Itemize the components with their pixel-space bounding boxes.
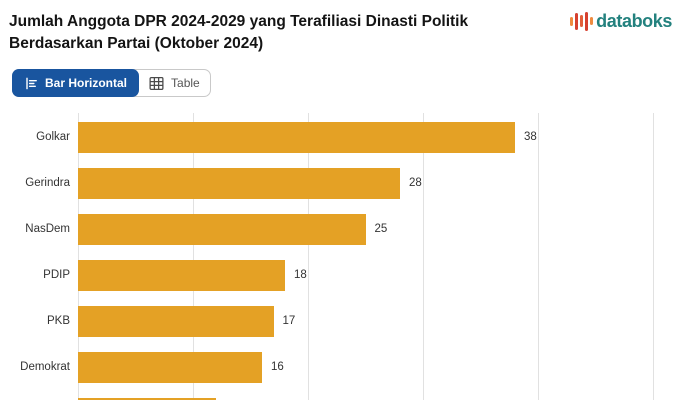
bar-partial-clipped[interactable] bbox=[78, 398, 216, 400]
category-label-gerindra: Gerindra bbox=[25, 177, 70, 189]
gridline-x-10 bbox=[193, 113, 194, 400]
databoks-logo[interactable]: databoks bbox=[570, 10, 672, 32]
value-label-pkb: 17 bbox=[282, 315, 296, 327]
gridline-x-40 bbox=[538, 113, 539, 400]
bar-pkb[interactable] bbox=[78, 306, 274, 337]
logo-bar bbox=[585, 11, 589, 31]
value-label-demokrat: 16 bbox=[271, 361, 284, 373]
view-table-label: Table bbox=[171, 76, 200, 90]
bar-nasdem[interactable] bbox=[78, 214, 366, 245]
bar-golkar[interactable] bbox=[78, 122, 515, 153]
bar-pdip[interactable] bbox=[78, 260, 285, 291]
bar-gerindra[interactable] bbox=[78, 168, 400, 199]
category-label-golkar: Golkar bbox=[36, 131, 70, 143]
databoks-logo-text: databoks bbox=[596, 10, 672, 31]
chart-title: Jumlah Anggota DPR 2024-2029 yang Terafi… bbox=[9, 13, 469, 52]
value-label-nasdem: 25 bbox=[374, 223, 388, 235]
value-label-gerindra: 28 bbox=[409, 177, 422, 189]
databoks-logo-icon bbox=[570, 10, 594, 32]
value-label-pdip: 18 bbox=[294, 269, 307, 281]
gridline-x-0 bbox=[78, 113, 79, 400]
view-table-button[interactable]: Table bbox=[138, 70, 210, 96]
category-label-pdip: PDIP bbox=[43, 269, 70, 281]
category-label-nasdem: NasDem bbox=[25, 223, 70, 235]
bar-horizontal-icon bbox=[24, 76, 39, 91]
logo-bar bbox=[570, 16, 574, 26]
view-bar-horizontal-button[interactable]: Bar Horizontal bbox=[12, 69, 140, 97]
gridline-x-50 bbox=[653, 113, 654, 400]
view-toggle: Bar Horizontal Table bbox=[12, 69, 211, 97]
logo-bar bbox=[590, 17, 594, 25]
gridline-x-30 bbox=[423, 113, 424, 400]
view-bar-horizontal-label: Bar Horizontal bbox=[45, 76, 128, 90]
chart-area: Golkar 38 Gerindra 28 NasDem 25 PDIP 18 PKB 17 Dem… bbox=[0, 112, 681, 400]
logo-bar bbox=[580, 15, 584, 27]
bar-demokrat[interactable] bbox=[78, 352, 262, 383]
category-label-demokrat: Demokrat bbox=[20, 361, 70, 373]
table-icon bbox=[148, 75, 165, 92]
gridline-x-20 bbox=[308, 113, 309, 400]
value-label-golkar: 38 bbox=[524, 131, 537, 143]
category-label-pkb: PKB bbox=[46, 315, 70, 327]
logo-bar bbox=[575, 12, 579, 30]
